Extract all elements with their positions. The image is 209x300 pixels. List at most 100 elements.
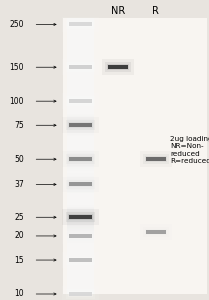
Bar	[68, 156, 93, 162]
Bar	[67, 193, 94, 194]
Bar	[67, 258, 94, 259]
Bar	[67, 291, 94, 292]
Bar	[67, 148, 94, 150]
Bar	[67, 223, 94, 225]
Bar	[67, 62, 94, 64]
Bar	[67, 69, 94, 71]
Bar	[67, 152, 94, 154]
Text: 250: 250	[10, 20, 24, 29]
Bar	[67, 98, 94, 100]
Bar	[67, 74, 94, 75]
Bar	[67, 158, 94, 160]
Bar	[69, 292, 92, 296]
Bar	[67, 20, 94, 21]
Bar	[68, 257, 93, 263]
Bar	[62, 228, 99, 244]
Bar	[67, 250, 94, 251]
Bar	[67, 204, 94, 205]
Bar	[62, 118, 99, 133]
Bar	[67, 136, 94, 137]
Bar	[67, 75, 94, 76]
Text: 15: 15	[14, 256, 24, 265]
Bar	[67, 191, 94, 193]
Bar	[67, 51, 94, 53]
Bar	[69, 22, 92, 26]
Text: 25: 25	[14, 213, 24, 222]
Bar	[69, 182, 92, 186]
Bar	[67, 187, 94, 189]
Bar	[67, 284, 94, 286]
Text: R: R	[152, 5, 159, 16]
Bar	[66, 255, 95, 265]
Bar	[67, 133, 94, 134]
Bar	[67, 279, 94, 280]
Bar	[66, 212, 95, 222]
Bar	[67, 175, 94, 176]
Bar	[69, 234, 92, 238]
Bar	[67, 118, 94, 119]
Bar	[67, 247, 94, 248]
Bar	[107, 64, 129, 70]
Bar	[67, 167, 94, 168]
Bar	[67, 169, 94, 171]
Bar	[145, 156, 167, 162]
Bar	[67, 263, 94, 265]
Bar	[67, 56, 94, 57]
Bar	[62, 209, 99, 225]
Bar	[67, 208, 94, 209]
Bar	[67, 202, 94, 204]
Bar	[67, 65, 94, 67]
Bar	[67, 114, 94, 115]
Bar	[67, 254, 94, 255]
Bar	[66, 20, 95, 29]
Bar	[67, 173, 94, 175]
Bar	[67, 248, 94, 250]
Bar	[67, 94, 94, 96]
Bar	[66, 96, 95, 106]
Bar	[67, 64, 94, 65]
Bar	[67, 119, 94, 121]
Bar	[67, 245, 94, 247]
Bar	[67, 216, 94, 218]
Bar	[67, 26, 94, 28]
Bar	[67, 122, 94, 123]
Bar	[62, 152, 99, 167]
Bar	[67, 128, 94, 129]
Bar	[67, 31, 94, 32]
Bar	[69, 215, 92, 219]
Text: 75: 75	[14, 121, 24, 130]
Bar	[67, 154, 94, 155]
Bar	[67, 184, 94, 186]
Bar	[67, 90, 94, 92]
Bar	[67, 126, 94, 128]
Bar	[67, 278, 94, 279]
Bar	[67, 194, 94, 196]
Bar	[67, 251, 94, 252]
Bar	[67, 290, 94, 291]
Bar	[67, 176, 94, 178]
Bar	[67, 108, 94, 110]
Bar	[68, 98, 93, 104]
Bar	[67, 259, 94, 261]
Bar	[67, 211, 94, 212]
Bar	[67, 123, 94, 125]
Bar	[68, 22, 93, 27]
Bar	[67, 243, 94, 244]
Bar	[143, 227, 169, 237]
Bar	[67, 233, 94, 234]
Bar	[67, 49, 94, 50]
Bar	[67, 40, 94, 42]
Bar	[67, 76, 94, 78]
Text: 150: 150	[10, 63, 24, 72]
Bar	[67, 225, 94, 226]
Bar	[67, 43, 94, 44]
Bar	[63, 18, 207, 294]
Bar	[69, 123, 92, 127]
Bar	[68, 122, 93, 128]
Bar	[69, 65, 92, 69]
Bar	[67, 57, 94, 58]
Bar	[67, 236, 94, 237]
Bar	[67, 232, 94, 233]
Bar	[67, 107, 94, 108]
Bar	[67, 137, 94, 139]
